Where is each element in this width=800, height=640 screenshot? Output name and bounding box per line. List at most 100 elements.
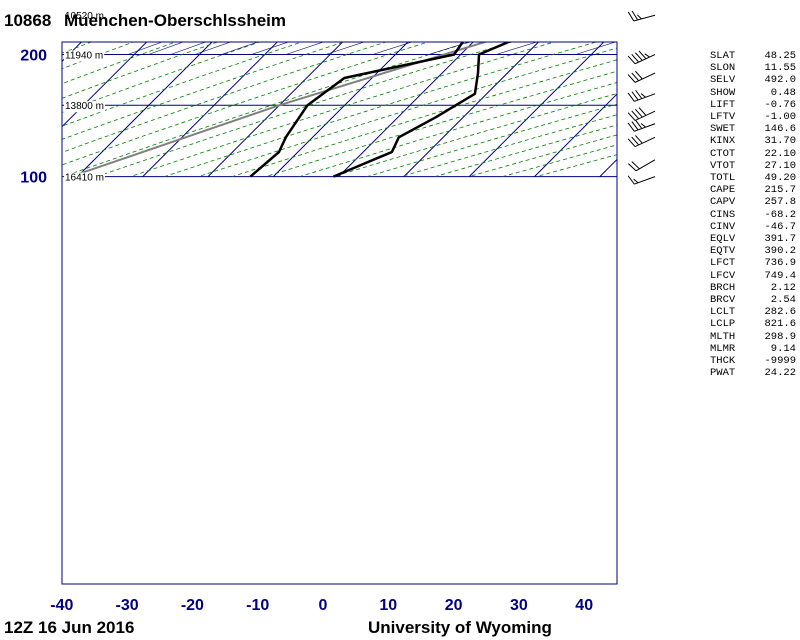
wind-barb-feather [635,119,643,129]
index-key: SLAT [710,50,736,62]
wind-barb-feather [631,110,640,120]
temperature-tick-label: -40 [50,597,73,614]
index-row: LFTV -1.00 [710,111,796,123]
index-value: 282.6 [764,306,796,319]
temperature-tick-label: 40 [575,597,593,614]
index-key: MLTH [710,330,736,343]
wind-barb-feather [634,70,643,80]
height-label: 10520 m [65,11,104,22]
index-row: LCLP 821.6 [710,318,796,330]
height-label: 11940 m [65,51,103,62]
index-key: SWET [710,123,736,136]
index-row: MLMR 9.14 [710,343,796,355]
index-value: 49.20 [764,172,796,185]
index-row: CINV -46.7 [710,221,796,233]
pressure-tick-label: 200 [20,48,47,65]
wind-barb-feather [644,53,650,58]
wind-barb-feather [640,93,646,98]
temperature-tick-label: -20 [181,597,204,614]
wind-barb-feather [631,136,640,146]
wind-barb-feather [627,55,636,65]
index-key: BRCH [710,281,736,294]
index-row: SLON 11.55 [710,62,796,74]
wind-barb [627,119,656,132]
stability-indices: SLAT 48.25 SLON 11.55 SELV 492.0 SHOW 0.48 LIFT -… [710,50,796,379]
index-key: LCLT [710,306,736,319]
index-key: VTOT [710,159,736,172]
temperature-tick-label: 20 [445,597,463,614]
index-value: -9999 [764,355,796,368]
isotherm-line [77,42,213,177]
index-key: CINV [710,220,736,233]
index-value: 298.9 [764,330,796,343]
wind-barb-feather [631,72,640,82]
index-value: -0.76 [764,98,796,111]
wind-barb-feather [631,161,640,170]
index-row: CAPV 257.8 [710,196,796,208]
index-row: EQLV 391.7 [710,233,796,245]
index-row: SELV 492.0 [710,74,796,86]
index-row: CAPE 215.7 [710,184,796,196]
index-value: 48.25 [764,50,796,62]
wind-barb-feather [631,121,639,131]
wind-barb-feather [633,178,639,184]
index-row: LCLT 282.6 [710,306,796,318]
index-value: 9.14 [770,342,796,355]
wind-barbs [627,10,656,185]
temperature-profile-line [332,42,512,178]
moist-adiabat-line [496,42,538,55]
moist-adiabat-line [741,0,800,55]
moist-adiabat-line [251,42,290,55]
wind-barb-shaft [634,123,656,132]
chart-labels: 1002003004005006007008009001000-40-30-20… [20,11,593,614]
isotherm-line [272,42,409,177]
height-label-bg [64,50,105,62]
index-key: KINX [710,135,736,148]
index-value: 736.9 [764,257,796,270]
wind-barb-feather [627,112,636,121]
wind-barb [627,135,656,148]
index-key: EQTV [710,245,736,258]
index-row: SLAT 48.25 [710,50,796,62]
wind-barb-feather [634,52,643,61]
isotherm-line [207,42,344,177]
index-key: CAPE [710,184,736,197]
index-key: CTOT [710,147,736,160]
wind-barb-feather [627,74,636,83]
moist-adiabat-line [221,42,259,55]
index-value: 27.10 [764,159,796,172]
index-value: 2.54 [770,294,796,307]
wind-barb-feather [638,107,647,116]
index-value: 2.12 [770,281,796,294]
temperature-tick-label: 0 [319,597,328,614]
index-row: CTOT 22.10 [710,148,796,160]
plot-frame [61,41,618,585]
wind-barb [627,89,656,102]
wind-barb [627,175,656,185]
wind-barb [627,107,656,121]
height-label-bg [64,11,105,23]
index-row: LFCV 749.4 [710,270,796,282]
index-value: 22.10 [764,147,796,160]
index-value: -68.2 [764,208,796,221]
wind-barb [627,10,656,22]
wind-barb-shaft [635,159,656,172]
isotherm-line [338,42,474,177]
index-row: LFCT 736.9 [710,257,796,269]
temperature-tick-label: -10 [246,597,269,614]
index-row: PWAT 24.22 [710,367,796,379]
isotherm-line [142,42,279,177]
index-row: THCK -9999 [710,355,796,367]
index-value: -46.7 [764,220,796,233]
index-value: 257.8 [764,196,796,209]
index-value: 11.55 [764,62,796,75]
index-row: TOTL 49.20 [710,172,796,184]
wind-barb-feather [635,89,643,99]
wind-barb [627,50,656,65]
station-id: 10868 [4,11,51,30]
index-value: 146.6 [764,123,796,136]
height-label-bg [64,101,105,113]
wind-barb-feather [631,91,639,101]
index-key: MLMR [710,342,736,355]
